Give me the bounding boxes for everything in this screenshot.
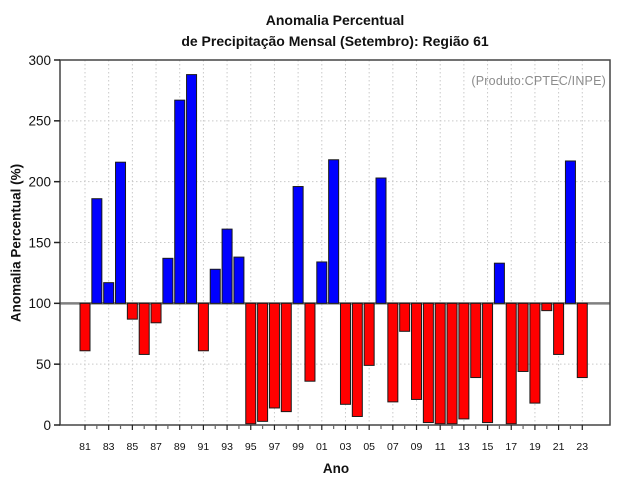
x-tick-label: 11 xyxy=(435,441,446,453)
x-tick-label: 87 xyxy=(150,441,162,453)
x-tick-label: 17 xyxy=(505,441,517,453)
bar-13 xyxy=(458,302,470,420)
bar-01 xyxy=(316,261,328,304)
x-tick-label: 19 xyxy=(529,441,541,453)
chart-title-line2: de Precipitação Mensal (Setembro): Regiã… xyxy=(181,33,489,49)
bar-84 xyxy=(115,161,127,304)
x-tick-label: 83 xyxy=(103,441,115,453)
y-axis-title: Anomalia Percentual (%) xyxy=(8,163,24,323)
source-annotation: (Produto:CPTEC/INPE) xyxy=(471,74,606,88)
x-tick-label: 93 xyxy=(221,441,233,453)
bar-14 xyxy=(470,302,482,379)
x-tick-label: 91 xyxy=(198,441,210,453)
bar-89 xyxy=(174,99,186,304)
bar-22 xyxy=(564,160,576,304)
bar-81 xyxy=(79,302,91,352)
x-tick-label: 95 xyxy=(245,441,257,453)
y-tick-label: 50 xyxy=(36,357,51,372)
y-tick-label: 0 xyxy=(43,418,51,433)
bar-06 xyxy=(375,177,387,304)
x-tick-label: 85 xyxy=(127,441,139,453)
bar-03 xyxy=(339,302,351,405)
y-tick-label: 150 xyxy=(28,235,51,250)
x-tick-label: 03 xyxy=(340,441,352,453)
bar-97 xyxy=(268,302,280,409)
bar-94 xyxy=(233,256,245,304)
bar-96 xyxy=(257,302,269,422)
bar-20 xyxy=(541,302,553,312)
x-tick-label: 07 xyxy=(387,441,399,453)
bar-12 xyxy=(446,302,458,425)
bar-98 xyxy=(280,302,292,413)
x-tick-label: 21 xyxy=(553,441,565,453)
bar-83 xyxy=(103,282,115,304)
y-tick-label: 100 xyxy=(28,296,51,311)
x-tick-label: 09 xyxy=(411,441,423,453)
x-axis-title: Ano xyxy=(322,461,350,476)
x-tick-label: 89 xyxy=(174,441,186,453)
x-tick-label: 99 xyxy=(292,441,304,453)
x-tick-label: 15 xyxy=(482,441,494,453)
x-tick-label: 01 xyxy=(316,441,328,453)
y-tick-label: 300 xyxy=(28,53,51,68)
bar-86 xyxy=(138,302,150,355)
bar-19 xyxy=(529,302,541,404)
chart-title-line1: Anomalia Percentual xyxy=(265,12,405,28)
bar-11 xyxy=(434,302,446,425)
bar-90 xyxy=(186,74,198,304)
bar-18 xyxy=(517,302,529,372)
bar-04 xyxy=(351,302,363,417)
bar-88 xyxy=(162,257,174,304)
x-tick-label: 81 xyxy=(79,441,91,453)
bar-93 xyxy=(221,228,233,304)
bar-92 xyxy=(209,268,221,304)
bar-16 xyxy=(493,262,505,304)
bar-08 xyxy=(399,302,411,332)
bar-07 xyxy=(387,302,399,403)
y-tick-label: 250 xyxy=(28,114,51,129)
bar-85 xyxy=(126,302,138,320)
bar-09 xyxy=(411,302,423,400)
x-tick-label: 97 xyxy=(269,441,281,453)
chart-title: Anomalia Percentual de Precipitação Mens… xyxy=(35,10,635,52)
x-tick-label: 23 xyxy=(576,441,588,453)
bar-17 xyxy=(505,302,517,425)
y-tick-label: 200 xyxy=(28,174,51,189)
bar-05 xyxy=(363,302,375,366)
x-tick-label: 13 xyxy=(458,441,470,453)
bar-99 xyxy=(292,186,304,304)
bar-91 xyxy=(197,302,209,352)
bar-87 xyxy=(150,302,162,324)
bar-15 xyxy=(482,302,494,424)
x-tick-label: 05 xyxy=(363,441,375,453)
bar-10 xyxy=(422,302,434,424)
bar-00 xyxy=(304,302,316,382)
bar-23 xyxy=(576,302,588,379)
bar-95 xyxy=(245,302,257,425)
bar-21 xyxy=(553,302,565,355)
bar-82 xyxy=(91,198,103,304)
bar-02 xyxy=(328,159,340,304)
